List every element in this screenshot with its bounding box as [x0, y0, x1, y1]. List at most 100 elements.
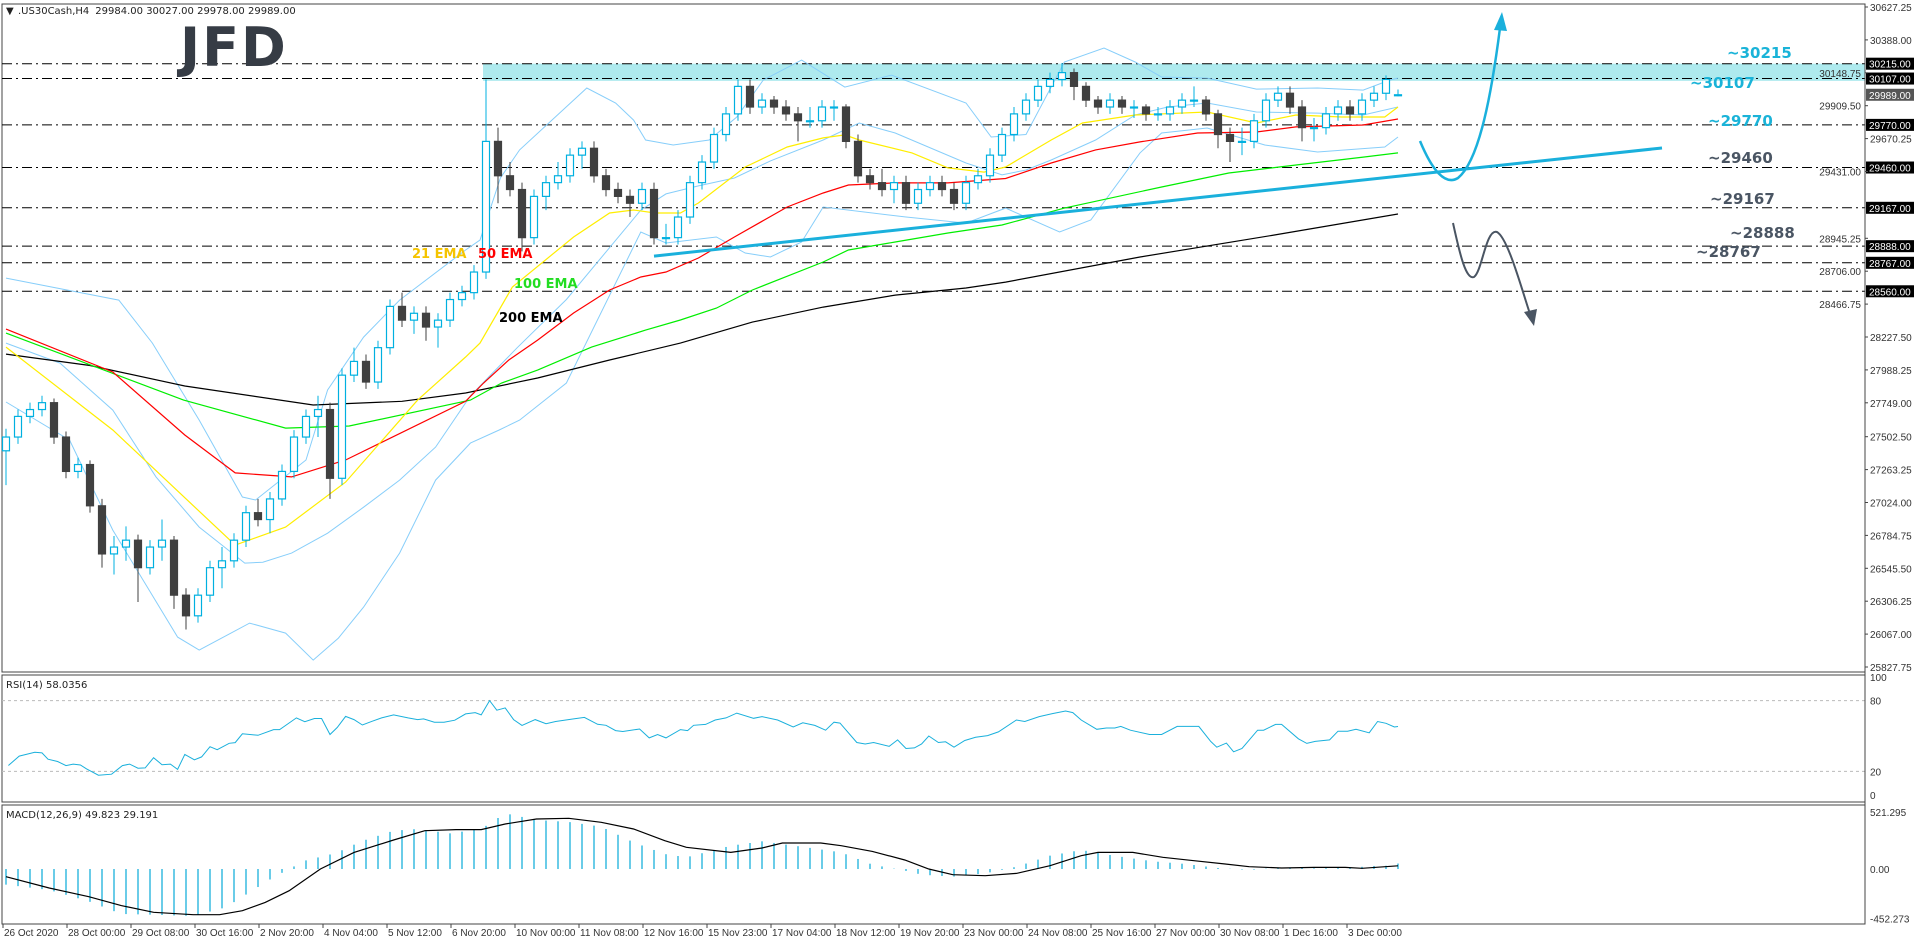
macd-tick-label: -452.273 — [1870, 914, 1910, 925]
dropdown-arrow-icon[interactable]: ▼ — [6, 6, 14, 17]
candle — [313, 395, 323, 438]
candle — [25, 402, 35, 424]
candle-body — [601, 175, 611, 191]
candle-body — [649, 188, 659, 239]
candle-body — [1309, 127, 1319, 130]
level-price-box — [1866, 118, 1914, 131]
candle-body — [169, 539, 179, 596]
candle — [733, 79, 743, 121]
candle — [37, 395, 47, 417]
level-annotation: ~29770 — [1708, 112, 1773, 130]
rsi-pane[interactable] — [1, 674, 1866, 803]
candle-body — [901, 182, 911, 204]
time-tick-label: 6 Nov 20:00 — [452, 928, 506, 936]
price-tick-label: 27024.00 — [1870, 498, 1912, 509]
candle-body — [109, 546, 119, 555]
macd-tick-label: 521.295 — [1870, 808, 1907, 819]
price-tick-label: 27988.25 — [1870, 366, 1912, 377]
candle — [1345, 100, 1355, 121]
candle-body — [73, 463, 83, 473]
candle — [1297, 100, 1307, 142]
candle — [1333, 100, 1343, 121]
time-tick-label: 1 Dec 16:00 — [1284, 928, 1338, 936]
candle — [265, 492, 275, 534]
candle — [1021, 93, 1031, 121]
candle-body — [1369, 92, 1379, 101]
candle — [865, 168, 875, 190]
candle — [985, 148, 995, 183]
candle — [217, 547, 227, 589]
price-tick-label: 30627.25 — [1870, 3, 1912, 14]
candle — [1069, 68, 1079, 101]
price-tick-label: 26067.00 — [1870, 630, 1912, 641]
candle — [661, 223, 671, 245]
candle — [877, 168, 887, 197]
candle — [361, 354, 371, 389]
rsi-line — [8, 699, 1399, 776]
candle-body — [37, 402, 47, 411]
time-tick-label: 17 Nov 04:00 — [772, 928, 832, 936]
candle-body — [925, 182, 935, 191]
candle-body — [913, 188, 923, 204]
candle — [1, 428, 11, 486]
candle-body — [949, 188, 959, 204]
candle-body — [157, 539, 167, 548]
ema50-label: 50 EMA — [478, 247, 533, 262]
candle-body — [505, 175, 515, 191]
candle — [1393, 89, 1403, 97]
candle — [997, 127, 1007, 163]
level-price-box — [1866, 201, 1914, 214]
candle-body — [1393, 94, 1403, 97]
candle — [445, 292, 455, 328]
candle-body — [937, 182, 947, 191]
rsi-tick-label: 100 — [1870, 673, 1887, 684]
symbol-label: .US30Cash,H4 — [18, 6, 89, 17]
candle-body — [1105, 99, 1115, 108]
candle-body — [721, 113, 731, 136]
candle — [913, 182, 923, 211]
candle — [277, 464, 287, 506]
candle-body — [637, 188, 647, 204]
candle — [1273, 86, 1283, 108]
candle-body — [889, 182, 899, 191]
candle — [937, 175, 947, 197]
time-tick-label: 19 Nov 20:00 — [900, 928, 960, 936]
candle-body — [685, 182, 695, 218]
candle — [1057, 63, 1067, 87]
level-price-label: 28888.00 — [1869, 242, 1911, 253]
candle — [1201, 96, 1211, 121]
candle-body — [193, 594, 203, 617]
time-tick-label: 11 Nov 08:00 — [580, 928, 639, 936]
time-tick-label: 15 Nov 23:00 — [708, 928, 768, 936]
time-tick-label: 25 Nov 16:00 — [1092, 928, 1152, 936]
candle — [901, 175, 911, 211]
candle — [709, 127, 719, 169]
candle-body — [1057, 72, 1067, 81]
candle — [1321, 107, 1331, 135]
candle-body — [349, 360, 359, 376]
candle-body — [445, 298, 455, 321]
time-tick-label: 29 Oct 08:00 — [132, 928, 190, 936]
candle-body — [133, 539, 143, 569]
price-tick-label: 29431.00 — [1819, 168, 1861, 179]
candle-body — [433, 319, 443, 328]
candle — [385, 299, 395, 355]
candle-body — [973, 175, 983, 184]
candle — [1093, 96, 1103, 114]
candle-body — [565, 154, 575, 177]
candle-body — [1093, 99, 1103, 108]
main-price-pane[interactable] — [1, 3, 1866, 673]
candle-body — [481, 140, 491, 273]
candle — [1009, 107, 1019, 142]
candle — [517, 182, 527, 252]
candle — [169, 536, 179, 609]
price-tick-label: 27263.25 — [1870, 466, 1912, 477]
candle — [949, 182, 959, 211]
current-price-box — [1866, 88, 1914, 101]
price-tick-label: 29909.50 — [1819, 102, 1861, 113]
macd-pane[interactable] — [1, 804, 1866, 925]
candle-body — [13, 415, 23, 438]
candle — [121, 526, 131, 561]
candle-body — [145, 546, 155, 569]
